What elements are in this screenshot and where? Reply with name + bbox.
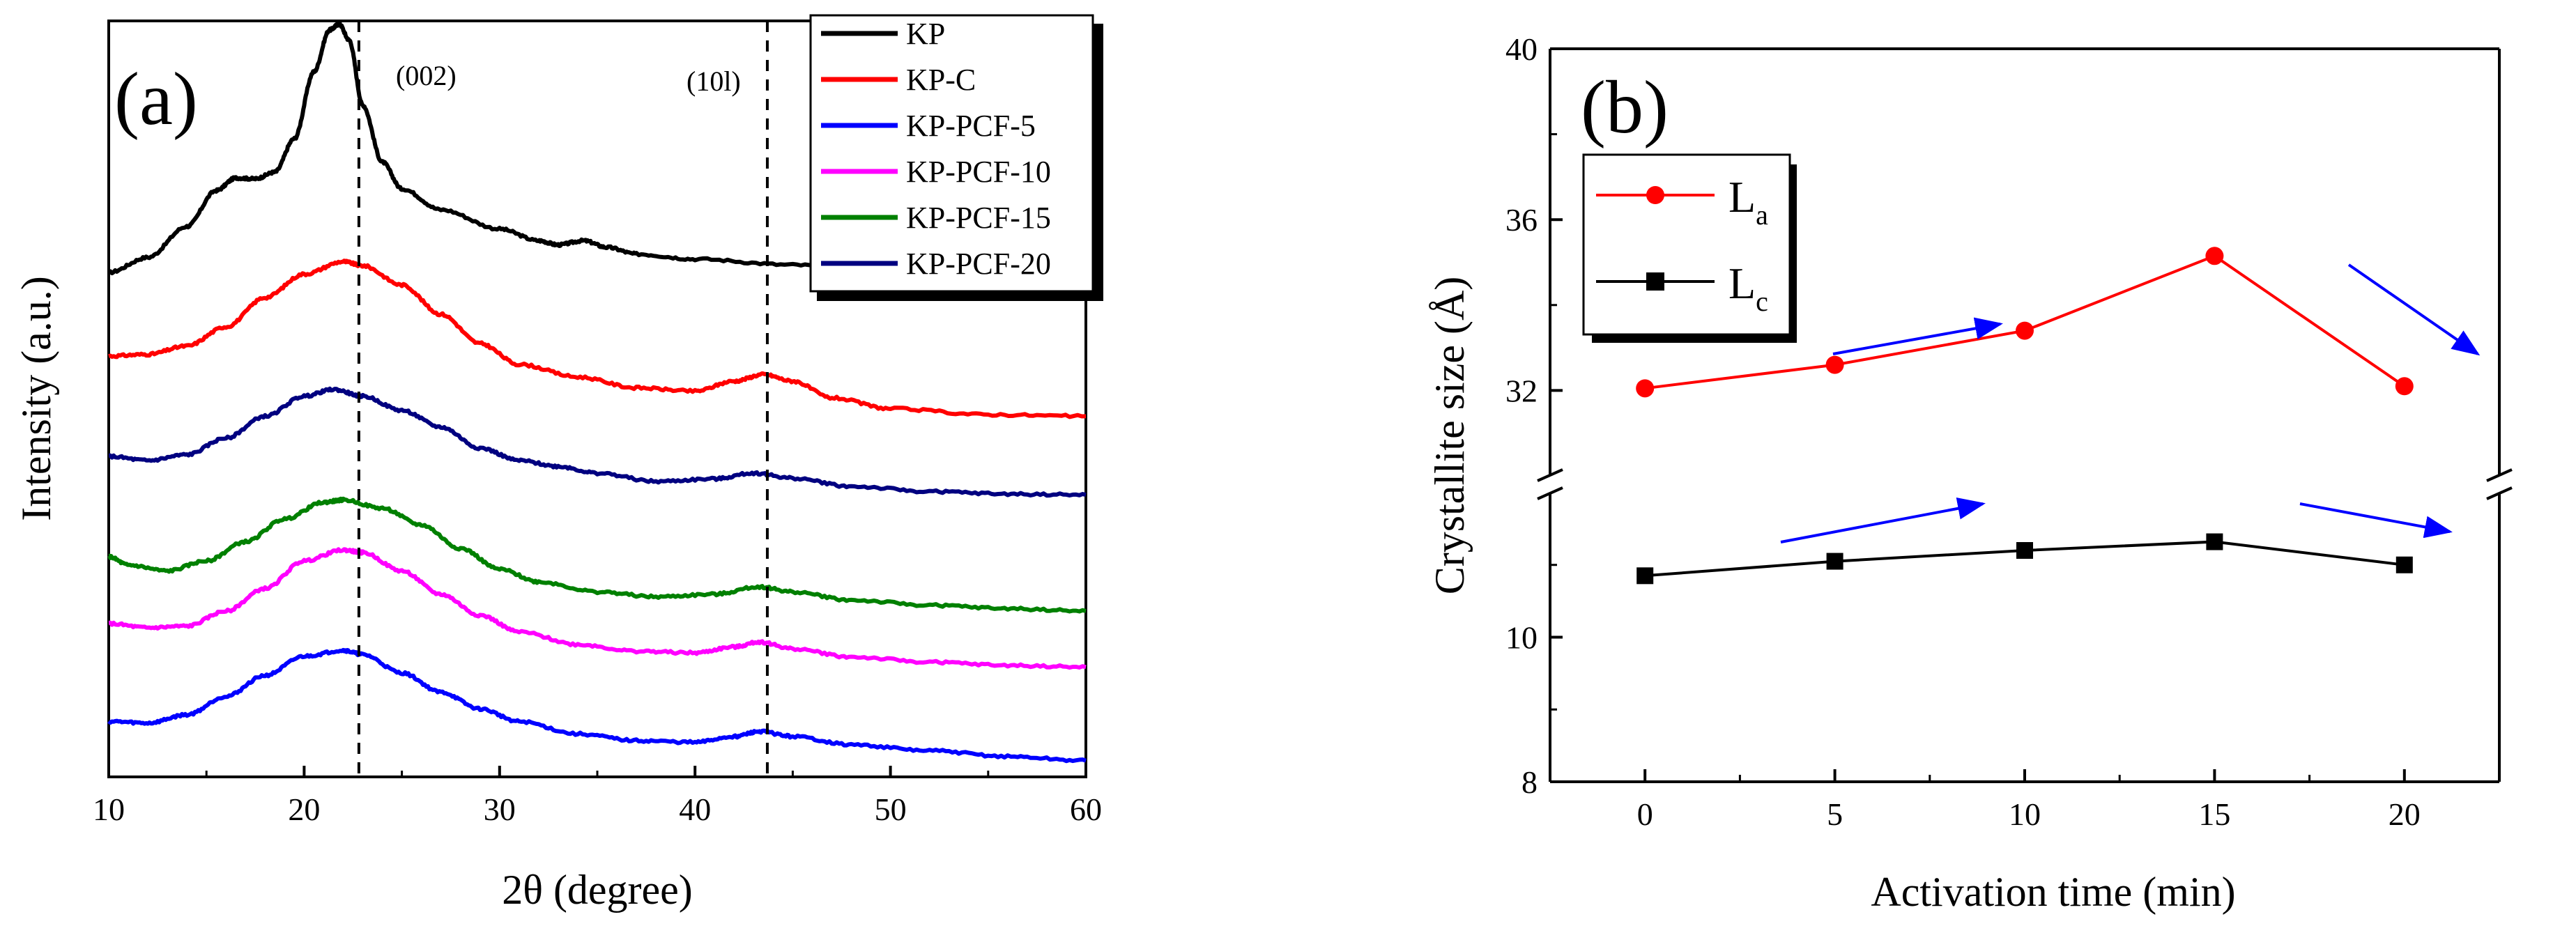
panel-b-x-axis-title: Activation time (min) (1871, 869, 2235, 915)
legend-la-main: L (1728, 172, 1756, 222)
data-point-lc (2016, 542, 2033, 559)
trend-arrow-la-fall (2347, 263, 2481, 356)
y-tick-label: 36 (1505, 202, 1538, 238)
legend-entry: KP-C (906, 63, 976, 97)
data-point-la (1825, 355, 1844, 374)
annotation-002: (002) (396, 60, 457, 91)
panel-b-y-axis-title: Crystallite size (Å) (1427, 277, 1473, 595)
panel-a-x-ticks: 10 20 30 40 50 60 (93, 766, 1102, 827)
legend-lc-marker (1646, 272, 1664, 291)
legend-lc-sub: c (1756, 286, 1768, 317)
data-point-lc (2395, 556, 2413, 573)
series-line-kp-pcf-20 (108, 386, 1087, 498)
data-point-lc (1636, 567, 1654, 585)
trend-arrow-la-rise (1832, 317, 2003, 355)
x-tick-label: 50 (875, 792, 907, 827)
series-line-kp-pcf-10 (108, 547, 1087, 670)
data-point-lc (1826, 553, 1843, 570)
panel-b-series (1636, 247, 2414, 585)
legend-la-text: La (1728, 172, 1768, 231)
trend-arrow-lc-fall (2299, 502, 2453, 539)
x-tick-label: 40 (679, 792, 711, 827)
trend-arrow-lc-rise (1780, 497, 1986, 543)
data-point-la (2395, 377, 2414, 396)
panel-a-xrd-chart: 10 20 30 40 50 60 (002) (10l) (a) 2θ (degree)… (13, 14, 1103, 913)
panel-a-series-lines (107, 21, 1087, 764)
legend-box (809, 14, 1094, 293)
x-tick-label: 15 (2198, 796, 2230, 832)
x-tick-label: 5 (1827, 796, 1843, 832)
panel-b-x-ticks: 0 5 10 15 20 (1637, 769, 2421, 832)
series-line-kp-pcf-15 (107, 496, 1087, 614)
series-line-kp-pcf-5 (107, 647, 1087, 764)
data-point-la (2205, 247, 2224, 265)
x-tick-label: 60 (1070, 792, 1102, 827)
annotation-10l: (10l) (687, 65, 741, 97)
x-tick-label: 20 (288, 792, 320, 827)
legend-entry: KP-PCF-10 (906, 155, 1051, 189)
y-tick-label: 32 (1505, 373, 1538, 408)
y-tick-label: 10 (1505, 620, 1538, 656)
series-line-kp (108, 21, 1087, 289)
panel-b-crystallite-chart: 0 5 10 15 20 8 10 32 36 40 (b) Activation time (… (1427, 31, 2513, 915)
panel-a-label: (a) (114, 58, 198, 141)
legend-lc-main: L (1728, 258, 1756, 308)
panel-a-legend: KP KP-C KP-PCF-5 KP-PCF-10 KP-PCF-15 KP-PCF-2… (809, 14, 1103, 301)
x-tick-label: 0 (1637, 796, 1653, 832)
data-point-lc (2206, 533, 2223, 550)
panel-b-label: (b) (1581, 66, 1669, 149)
legend-entry: KP-PCF-5 (906, 109, 1036, 143)
data-point-la (2016, 321, 2034, 340)
legend-b-box (1582, 153, 1791, 336)
legend-entry: KP-PCF-20 (906, 247, 1051, 281)
panel-b-y-ticks: 8 10 32 36 40 (1505, 31, 1563, 800)
trend-arrows (1780, 263, 2481, 543)
series-line-kp-c (108, 258, 1087, 419)
panel-b-legend: La Lc (1582, 153, 1797, 343)
x-tick-label: 10 (2009, 796, 2041, 832)
legend-la-marker (1646, 186, 1664, 204)
panel-a-x-axis-title: 2θ (degree) (502, 867, 693, 913)
data-point-la (1636, 379, 1655, 398)
axis-break-marks (1537, 468, 2513, 500)
panel-b-plot-frame (1549, 47, 2501, 783)
legend-entry: KP (906, 17, 945, 51)
x-tick-label: 20 (2389, 796, 2421, 832)
panel-a-y-axis-title: Intensity (a.u.) (13, 276, 59, 521)
y-tick-label: 8 (1521, 764, 1538, 800)
legend-entry: KP-PCF-15 (906, 201, 1051, 235)
legend-la-sub: a (1756, 199, 1768, 231)
x-tick-label: 30 (484, 792, 516, 827)
legend-lc-text: Lc (1728, 258, 1768, 317)
y-tick-label: 40 (1505, 31, 1538, 67)
x-tick-label: 10 (93, 792, 125, 827)
